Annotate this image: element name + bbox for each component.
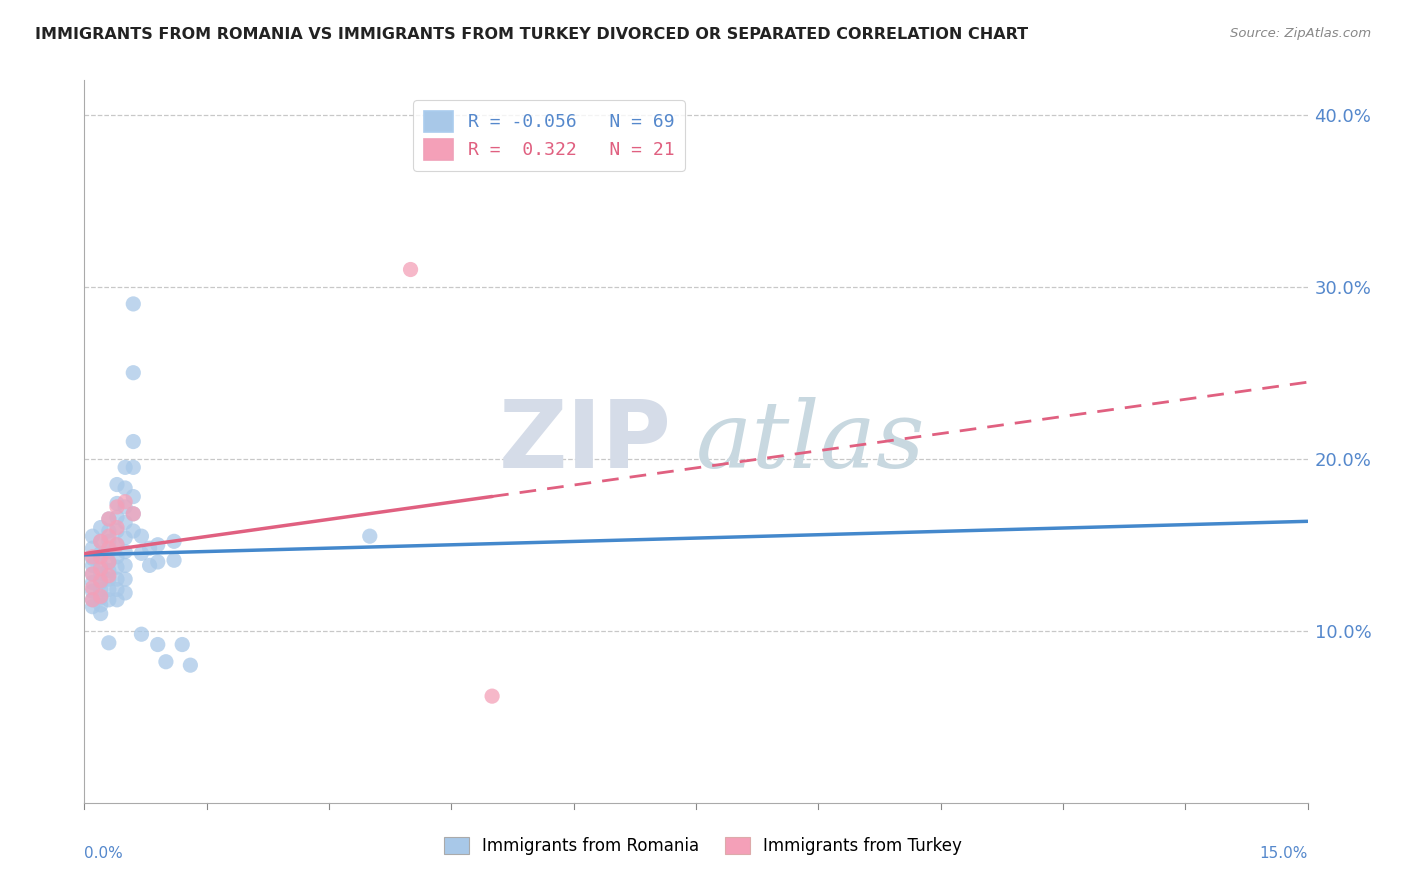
Point (90, 574, 112, 588)
Point (131, 546, 153, 560)
Point (122, 297, 145, 311)
Point (82, 599, 104, 614)
Point (97, 555, 120, 569)
Point (82, 558, 104, 573)
Point (105, 549, 128, 564)
Point (114, 531, 136, 545)
Point (122, 507, 145, 521)
Point (163, 534, 186, 549)
Point (105, 510, 128, 524)
Point (105, 538, 128, 552)
Point (122, 434, 145, 449)
Point (122, 507, 145, 521)
Point (82, 575, 104, 590)
Point (114, 558, 136, 573)
Point (105, 500, 128, 514)
Point (82, 592, 104, 607)
Text: 0.0%: 0.0% (84, 847, 124, 861)
Point (90, 607, 112, 621)
Point (97, 636, 120, 650)
Point (105, 496, 128, 510)
Point (90, 534, 112, 549)
Point (172, 638, 194, 652)
Point (82, 584, 104, 599)
Point (90, 582, 112, 597)
Point (105, 520, 128, 534)
Point (90, 598, 112, 612)
Point (90, 549, 112, 564)
Text: IMMIGRANTS FROM ROMANIA VS IMMIGRANTS FROM TURKEY DIVORCED OR SEPARATED CORRELAT: IMMIGRANTS FROM ROMANIA VS IMMIGRANTS FR… (35, 27, 1028, 42)
Point (105, 572, 128, 586)
Point (163, 553, 186, 567)
Point (82, 551, 104, 566)
Text: ZIP: ZIP (499, 395, 672, 488)
Point (114, 494, 136, 508)
Point (82, 549, 104, 564)
Point (97, 512, 120, 526)
Point (114, 481, 136, 495)
Point (82, 581, 104, 595)
Y-axis label: Divorced or Separated: Divorced or Separated (0, 348, 8, 535)
Point (90, 558, 112, 573)
Text: atlas: atlas (696, 397, 925, 486)
Point (90, 567, 112, 582)
Point (114, 460, 136, 475)
Point (97, 544, 120, 558)
Point (82, 567, 104, 582)
Point (155, 655, 177, 669)
Point (399, 262, 422, 277)
Point (97, 572, 120, 586)
Point (90, 575, 112, 590)
Point (138, 558, 160, 573)
Point (90, 562, 112, 576)
Legend: R = -0.056   N = 69, R =  0.322   N = 21: R = -0.056 N = 69, R = 0.322 N = 21 (413, 100, 685, 170)
Point (122, 460, 145, 475)
Point (82, 529, 104, 543)
Point (105, 477, 128, 491)
Point (179, 658, 201, 673)
Point (131, 627, 153, 641)
Point (122, 524, 145, 538)
Point (122, 490, 145, 504)
Point (97, 541, 120, 556)
Point (90, 591, 112, 606)
Point (146, 538, 169, 552)
Point (146, 638, 169, 652)
Point (131, 529, 153, 543)
Point (97, 564, 120, 578)
Point (90, 520, 112, 534)
Point (90, 546, 112, 560)
Text: 15.0%: 15.0% (1260, 847, 1308, 861)
Point (82, 567, 104, 582)
Point (97, 592, 120, 607)
Point (97, 512, 120, 526)
Point (114, 572, 136, 586)
Point (97, 524, 120, 538)
Point (90, 534, 112, 549)
Point (105, 582, 128, 597)
Point (105, 560, 128, 574)
Legend: Immigrants from Romania, Immigrants from Turkey: Immigrants from Romania, Immigrants from… (437, 830, 969, 862)
Point (90, 590, 112, 604)
Point (97, 568, 120, 582)
Point (82, 592, 104, 607)
Point (114, 544, 136, 558)
Point (114, 500, 136, 514)
Point (146, 555, 169, 569)
Text: Source: ZipAtlas.com: Source: ZipAtlas.com (1230, 27, 1371, 40)
Point (105, 592, 128, 607)
Point (114, 516, 136, 530)
Point (97, 555, 120, 569)
Point (359, 529, 381, 543)
Point (481, 689, 503, 703)
Point (105, 538, 128, 552)
Point (138, 541, 160, 556)
Point (97, 534, 120, 549)
Point (105, 524, 128, 538)
Point (122, 366, 145, 380)
Point (97, 582, 120, 597)
Point (82, 541, 104, 556)
Point (97, 529, 120, 543)
Point (114, 586, 136, 600)
